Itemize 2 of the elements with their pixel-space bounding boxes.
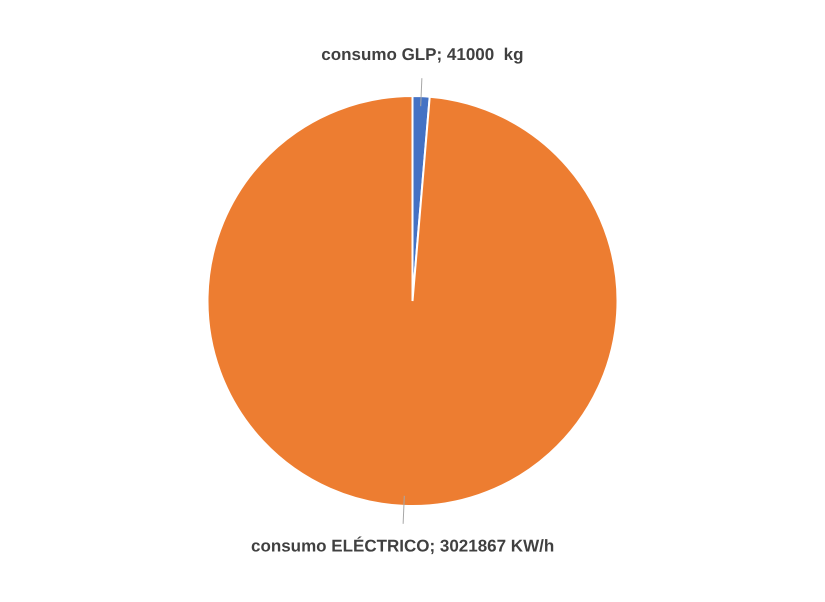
slice-label: consumo GLP; 41000 kg — [321, 44, 524, 64]
slice-label: consumo ELÉCTRICO; 3021867 KW/h — [251, 535, 554, 556]
